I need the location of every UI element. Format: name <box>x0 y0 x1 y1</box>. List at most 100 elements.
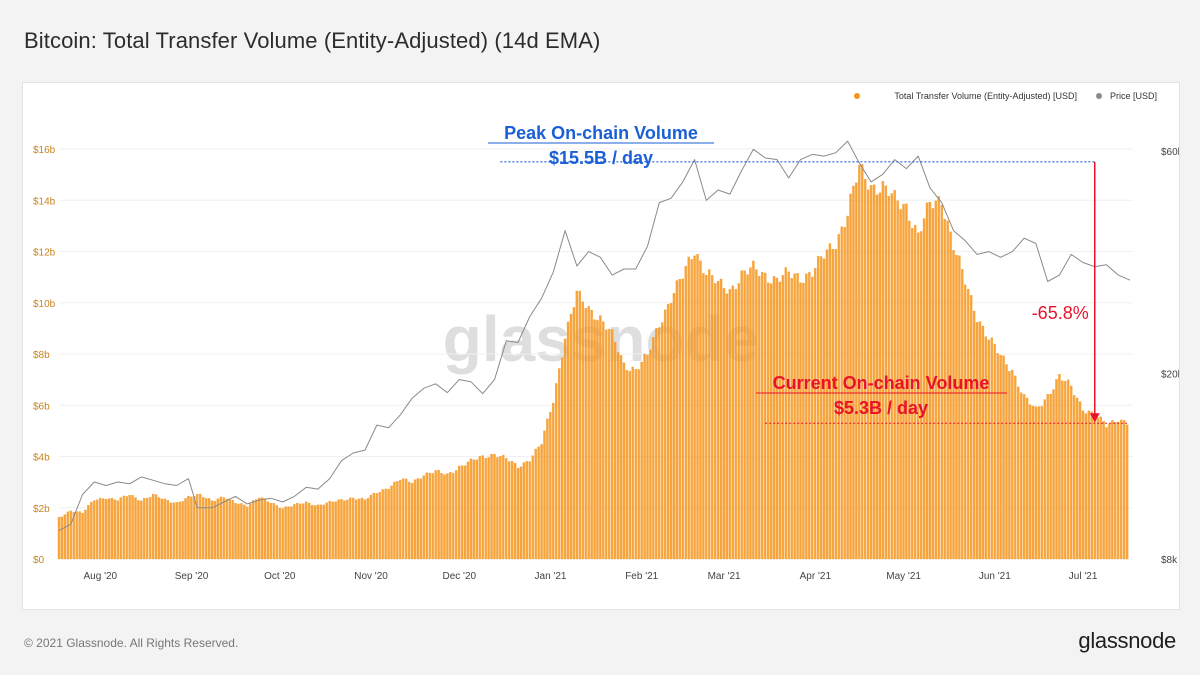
volume-bar <box>1090 411 1094 560</box>
volume-bar <box>787 271 790 560</box>
volume-bar <box>213 500 217 560</box>
volume-bar <box>131 495 134 560</box>
volume-bar <box>934 200 938 560</box>
volume-bar <box>696 254 699 560</box>
volume-bar <box>755 269 758 560</box>
volume-bar <box>1055 379 1058 560</box>
volume-bar <box>1049 393 1052 560</box>
volume-bar <box>890 193 893 560</box>
volume-bar <box>381 489 384 560</box>
volume-bar <box>711 275 714 560</box>
volume-bar <box>914 225 917 560</box>
volume-bar <box>334 501 337 560</box>
volume-bar <box>243 504 246 560</box>
volume-bar <box>119 497 123 560</box>
volume-bar <box>560 357 564 560</box>
volume-bar <box>287 506 290 560</box>
volume-bar <box>249 503 252 560</box>
x-axis-tick-label: Mar '21 <box>708 571 741 582</box>
volume-bar <box>846 215 849 560</box>
volume-bar <box>396 481 399 560</box>
volume-bar <box>440 472 443 560</box>
volume-bar <box>558 368 561 560</box>
volume-bar <box>1017 386 1020 560</box>
left-axis-tick-label: $14b <box>33 196 56 207</box>
volume-bar <box>684 265 687 560</box>
volume-bar <box>340 499 343 560</box>
volume-bar <box>278 507 281 560</box>
volume-bar <box>1002 355 1005 560</box>
volume-bar <box>1011 369 1014 560</box>
volume-bar <box>178 501 181 560</box>
volume-bar <box>204 498 208 560</box>
legend-label-price: Price [USD] <box>1110 91 1157 101</box>
volume-bar <box>1052 389 1055 560</box>
volume-bar <box>246 506 249 560</box>
volume-bar <box>799 282 802 560</box>
volume-bar <box>354 499 358 560</box>
volume-bar <box>825 249 829 560</box>
volume-bar <box>184 498 187 560</box>
volume-bar <box>899 209 902 560</box>
volume-bar <box>325 502 328 560</box>
volume-bar <box>1075 397 1079 560</box>
volume-bar <box>931 208 935 560</box>
volume-bar <box>699 260 702 560</box>
volume-bar <box>349 497 352 560</box>
volume-bar <box>328 500 331 560</box>
volume-bar <box>260 497 264 560</box>
volume-bar <box>999 354 1002 560</box>
volume-bar <box>222 497 225 560</box>
volume-bar <box>163 498 167 560</box>
volume-bar <box>669 303 673 560</box>
volume-bar <box>902 204 905 560</box>
volume-bar <box>866 189 870 560</box>
legend[interactable]: Price [USD] Total Transfer Volume (Entity… <box>854 91 1157 101</box>
axes: $0 $2b $4b $6b $8b $10b $12b $14b $16b $8k $20k $60… <box>33 145 1184 582</box>
volume-bar <box>107 498 111 560</box>
volume-bar <box>125 496 128 560</box>
volume-bar <box>146 497 149 560</box>
volume-bar <box>434 470 437 560</box>
volume-bar <box>731 285 735 560</box>
volume-bar <box>572 307 576 560</box>
volume-bar <box>678 279 682 560</box>
volume-bar <box>87 505 90 560</box>
page-title: Bitcoin: Total Transfer Volume (Entity-A… <box>24 28 601 53</box>
volume-bar <box>734 289 737 560</box>
volume-bar <box>610 329 614 560</box>
volume-bar <box>772 276 776 560</box>
volume-bar <box>416 478 420 560</box>
glassnode-logo[interactable]: glassnode <box>1078 628 1176 653</box>
volume-bar <box>631 366 634 560</box>
volume-bar <box>1022 394 1026 560</box>
volume-bar <box>769 283 773 560</box>
volume-bar <box>555 383 558 560</box>
peak-annotation-title: Peak On-chain Volume <box>504 123 698 143</box>
price-line <box>58 140 1131 532</box>
volume-bar <box>272 503 276 560</box>
x-axis-tick-label: Jun '21 <box>979 571 1011 582</box>
chart: glassnode $0$2b$4b$6b$8b$10b$12b$14b$16b… <box>33 91 1184 582</box>
annotations: Peak On-chain Volume $15.5B / day Current … <box>488 123 1128 424</box>
volume-bar <box>1031 405 1035 560</box>
right-axis-tick-label: $8k <box>1161 555 1178 566</box>
x-axis-tick-label: Aug '20 <box>84 571 118 582</box>
volume-bar <box>596 319 599 560</box>
volume-bar <box>705 274 708 560</box>
volume-bar <box>546 418 549 560</box>
x-axis-tick-label: Sep '20 <box>175 571 209 582</box>
volume-bar <box>793 273 796 560</box>
volume-bar <box>681 278 685 560</box>
volume-bar <box>472 459 476 560</box>
volume-bar <box>616 352 620 560</box>
volume-bar <box>190 496 193 560</box>
volume-bar <box>510 461 514 560</box>
volume-bar <box>940 204 943 560</box>
volume-bar <box>452 472 455 560</box>
volume-bar <box>969 295 973 560</box>
volume-bar <box>1005 364 1008 560</box>
volume-bar <box>1096 417 1099 560</box>
volume-bar <box>978 321 982 560</box>
volume-bar <box>1037 406 1041 560</box>
